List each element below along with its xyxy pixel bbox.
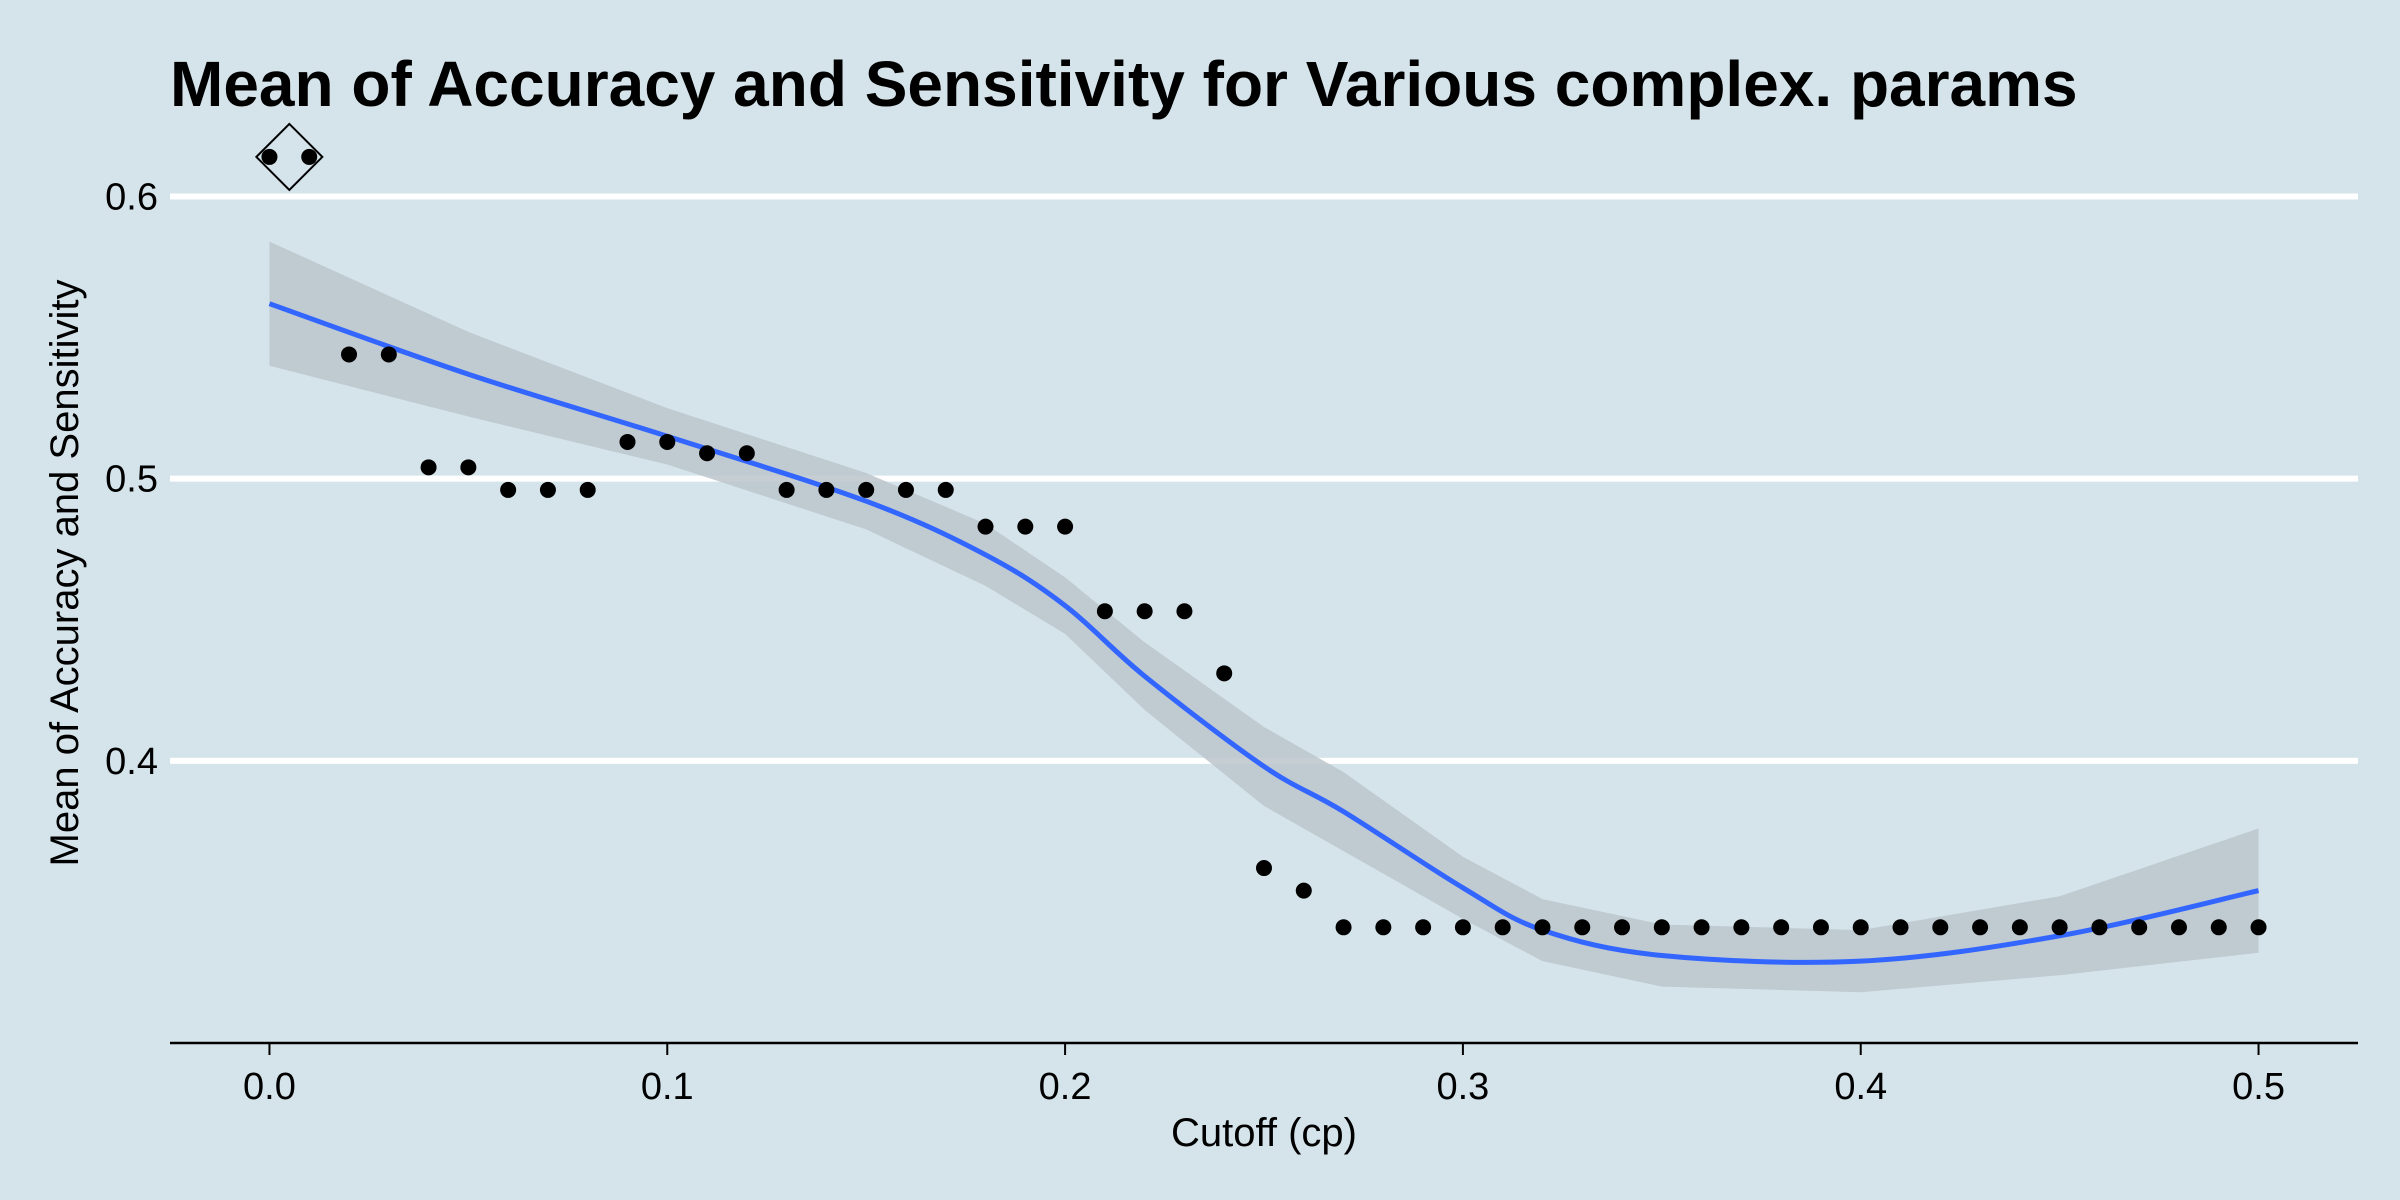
data-point-10	[659, 433, 676, 450]
data-point-24	[1216, 665, 1233, 682]
data-point-40	[1852, 919, 1869, 936]
data-point-35	[1653, 919, 1670, 936]
data-point-41	[1892, 919, 1909, 936]
data-point-26	[1295, 882, 1312, 899]
chart-title: Mean of Accuracy and Sensitivity for Var…	[170, 48, 2078, 120]
data-point-47	[2131, 919, 2148, 936]
data-point-7	[539, 481, 556, 498]
x-tick-label-5: 0.5	[2232, 1066, 2285, 1108]
data-point-27	[1335, 919, 1352, 936]
data-point-48	[2170, 919, 2187, 936]
data-point-49	[2210, 919, 2227, 936]
x-tick-label-2: 0.2	[1039, 1066, 1092, 1108]
data-point-9	[619, 433, 636, 450]
x-axis-title: Cutoff (cp)	[1171, 1111, 1357, 1155]
data-point-45	[2051, 919, 2068, 936]
data-point-14	[818, 481, 835, 498]
data-point-22	[1136, 603, 1153, 620]
data-point-34	[1614, 919, 1631, 936]
data-point-19	[1017, 518, 1034, 535]
data-point-50	[2250, 919, 2267, 936]
data-points	[261, 148, 2267, 936]
x-tick-label-3: 0.3	[1436, 1066, 1489, 1108]
data-point-17	[937, 481, 954, 498]
data-point-30	[1454, 919, 1471, 936]
data-point-21	[1096, 603, 1113, 620]
data-point-15	[858, 481, 875, 498]
data-point-1	[301, 148, 318, 165]
data-point-23	[1176, 603, 1193, 620]
highlight-diamond-marker	[254, 122, 324, 192]
data-point-0	[261, 148, 278, 165]
data-point-8	[579, 481, 596, 498]
data-point-29	[1415, 919, 1432, 936]
data-point-39	[1812, 919, 1829, 936]
data-point-6	[500, 481, 517, 498]
data-point-44	[2011, 919, 2028, 936]
x-tick-label-1: 0.1	[641, 1066, 694, 1108]
data-point-25	[1256, 860, 1272, 877]
data-point-32	[1534, 919, 1551, 936]
data-point-42	[1932, 919, 1949, 936]
data-point-28	[1375, 919, 1392, 936]
data-point-11	[699, 445, 716, 462]
x-tick-label-4: 0.4	[1834, 1066, 1887, 1108]
data-point-2	[341, 346, 358, 363]
y-tick-label-0: 0.4	[105, 741, 158, 783]
y-tick-label-2: 0.6	[105, 176, 158, 218]
data-point-13	[778, 481, 795, 498]
data-point-37	[1733, 919, 1750, 936]
data-point-12	[738, 445, 755, 462]
data-point-46	[2091, 919, 2108, 936]
data-point-3	[380, 346, 397, 363]
x-axis-ticks: 0.0 0.1 0.2 0.3 0.4 0.5	[243, 1043, 2285, 1108]
confidence-band-layer	[269, 241, 2259, 993]
data-point-33	[1574, 919, 1591, 936]
data-point-43	[1972, 919, 1989, 936]
y-axis-ticks: 0.4 0.5 0.6	[105, 176, 158, 782]
highlight-marker-layer	[254, 122, 324, 192]
data-point-38	[1773, 919, 1790, 936]
data-point-18	[977, 518, 994, 535]
y-tick-label-1: 0.5	[105, 459, 158, 501]
data-point-20	[1057, 518, 1074, 535]
x-tick-label-0: 0.0	[243, 1066, 296, 1108]
y-axis-title: Mean of Accuracy and Sensitivity	[43, 280, 87, 867]
confidence-band	[269, 241, 2259, 993]
data-point-31	[1494, 919, 1511, 936]
data-point-4	[420, 459, 437, 476]
data-point-16	[897, 481, 914, 498]
data-point-5	[460, 459, 477, 476]
data-point-36	[1693, 919, 1710, 936]
